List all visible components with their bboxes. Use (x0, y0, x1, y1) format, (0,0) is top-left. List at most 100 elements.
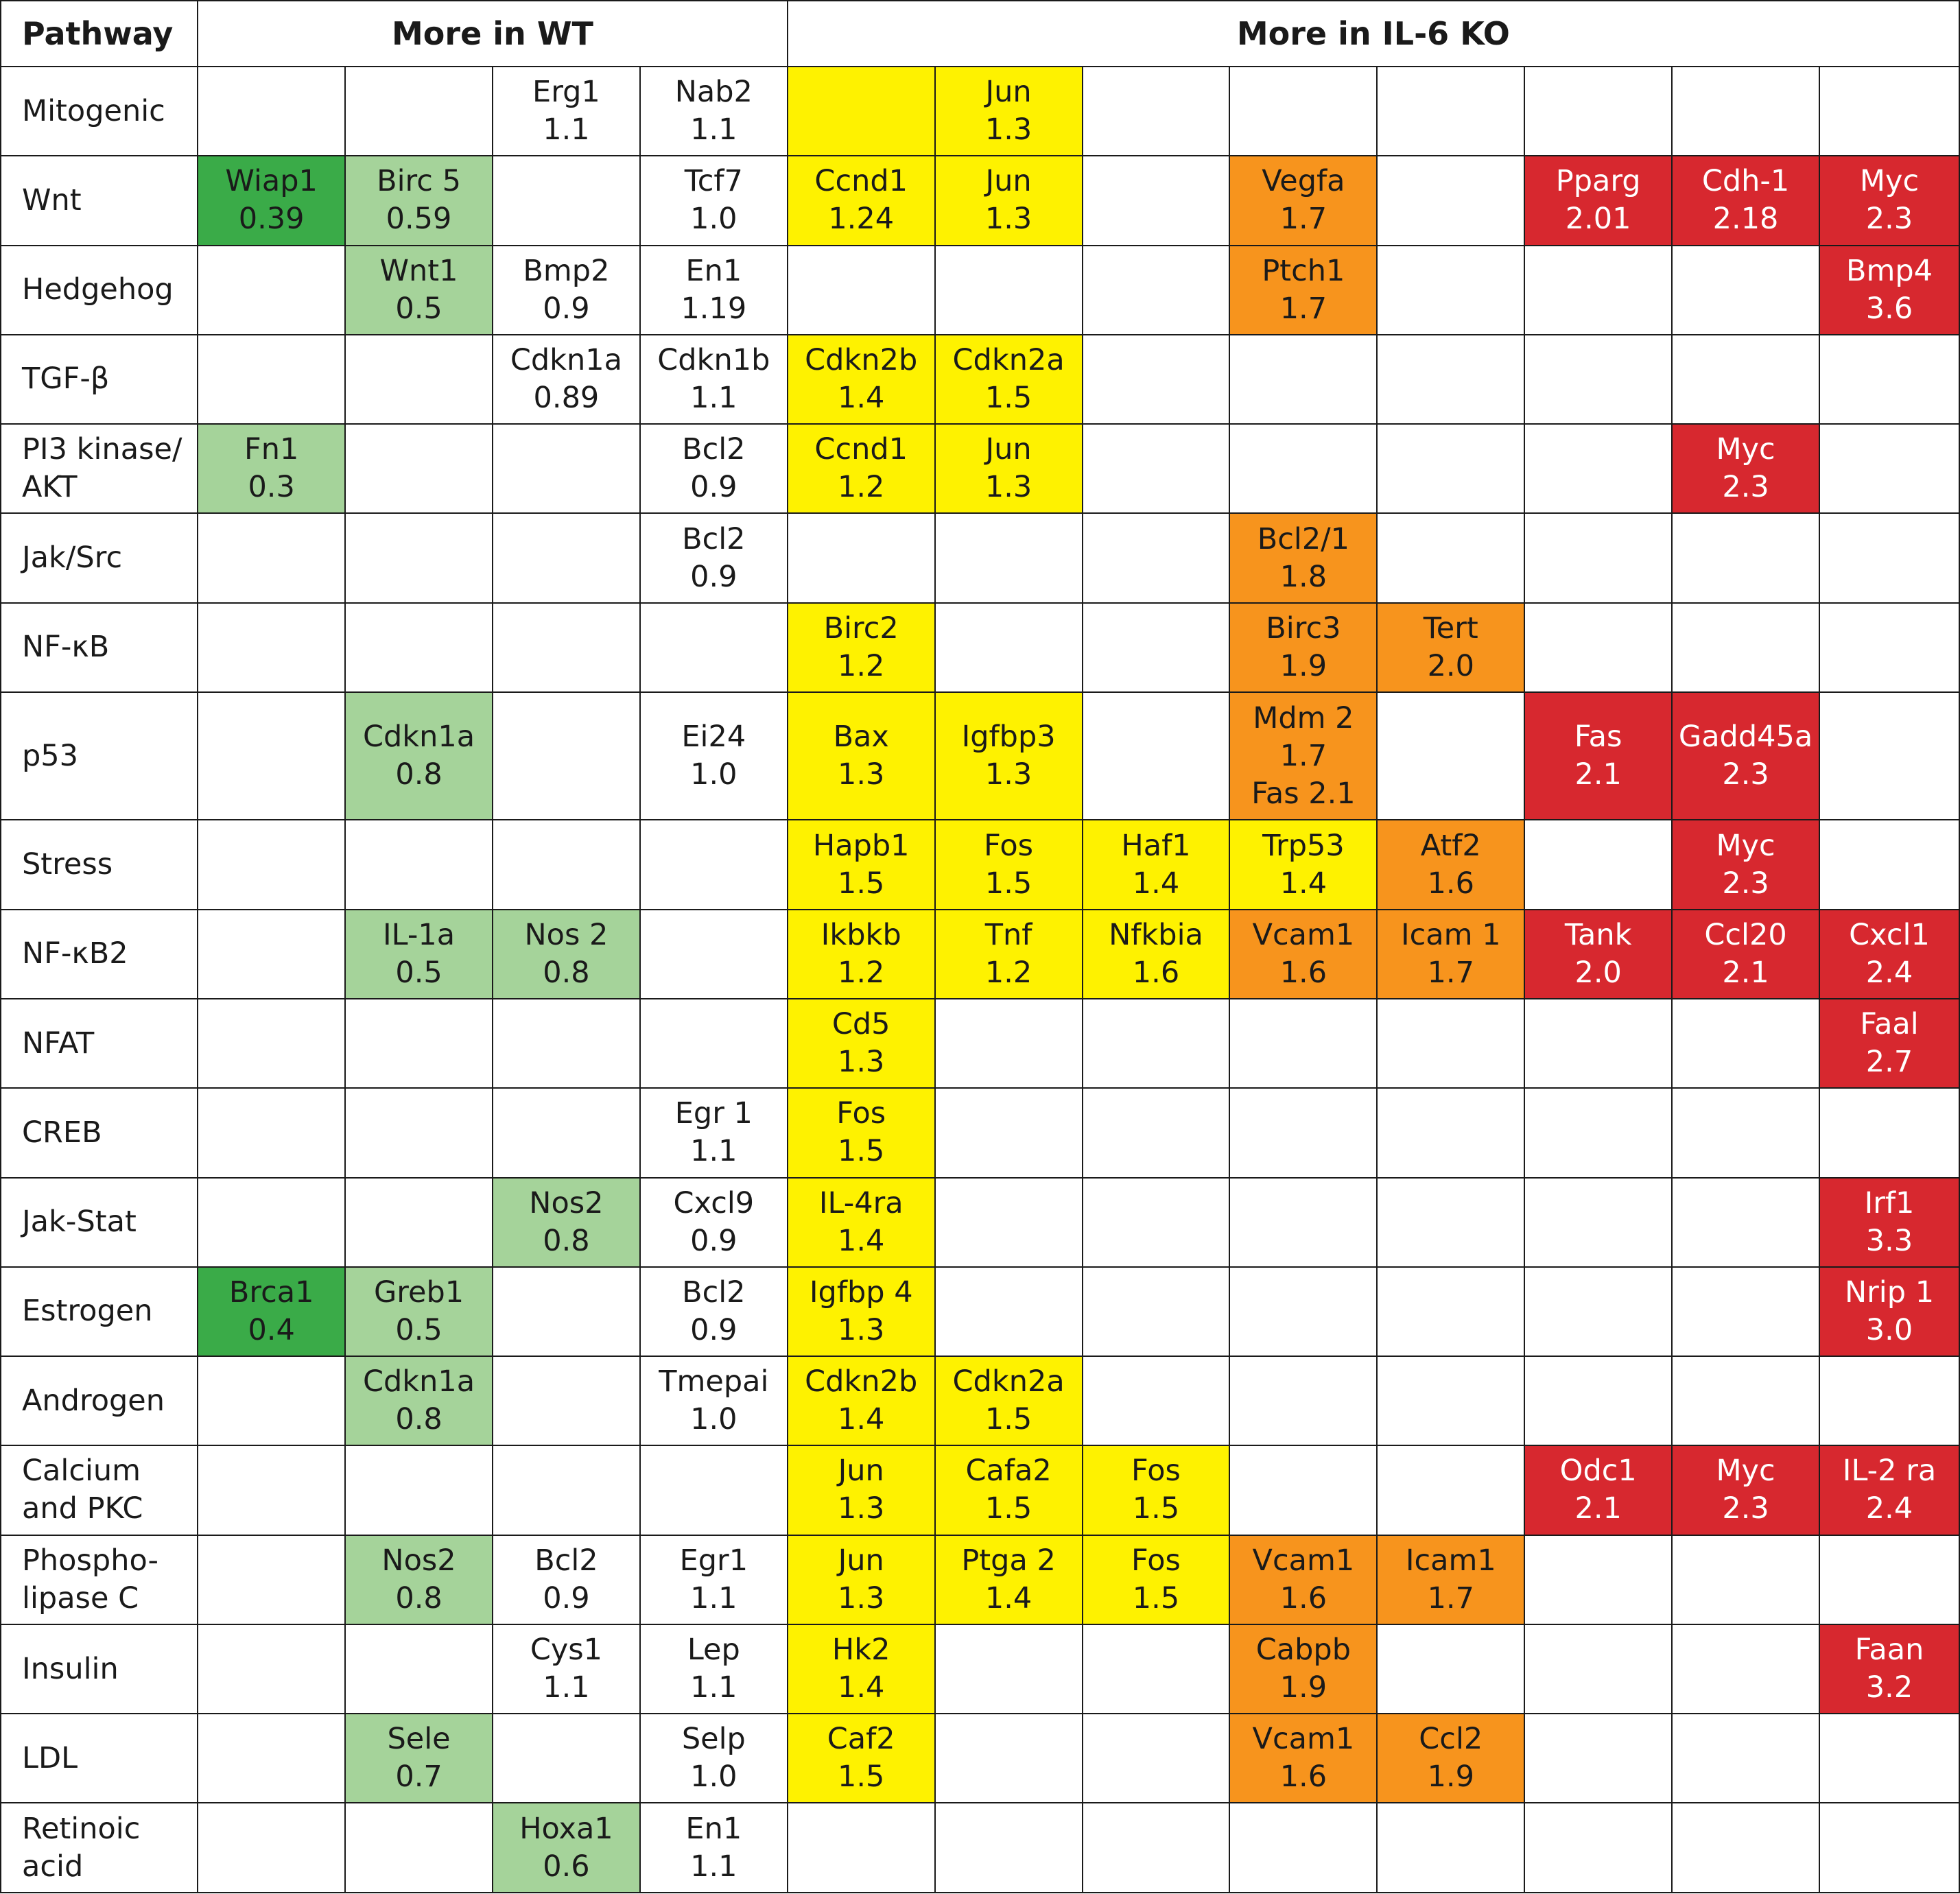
empty-cell (197, 1356, 346, 1447)
gene-cell: Cabpb 1.9 (1229, 1623, 1378, 1715)
gene-cell: Brca1 0.4 (197, 1266, 346, 1358)
empty-cell (1671, 602, 1820, 693)
empty-cell (1819, 1534, 1960, 1625)
gene-value: 2.3 (1865, 202, 1913, 237)
gene-value: 1.0 (690, 202, 737, 237)
gene-name: Wiap1 (225, 164, 318, 199)
gene-value: 1.9 (1427, 1760, 1474, 1795)
empty-cell (1524, 512, 1673, 604)
gene-cell: Ccnd1 1.2 (786, 423, 936, 514)
gene-cell: Myc 2.3 (1671, 819, 1820, 910)
gene-cell: Fos 1.5 (786, 1087, 936, 1179)
gene-value: 1.5 (838, 1134, 885, 1169)
table-row: PI3 kinase/AKT Fn1 0.3 Bcl2 0.9 Ccnd1 1.2 Jun 1.… (0, 423, 1960, 514)
gene-name: Haf1 (1121, 828, 1191, 863)
empty-cell (1229, 65, 1378, 157)
gene-name: Atf2 (1420, 828, 1481, 863)
gene-name: Trp53 (1262, 828, 1345, 863)
gene-value: 1.3 (838, 1491, 885, 1526)
gene-cell: Tmepai 1.0 (639, 1356, 788, 1447)
gene-name: Bmp4 (1845, 253, 1933, 288)
empty-cell (1376, 1266, 1526, 1358)
gene-cell: Cdkn2a 1.5 (934, 1356, 1083, 1447)
gene-cell: Hapb1 1.5 (786, 819, 936, 910)
pathway-name-line: lipase C (22, 1581, 139, 1615)
empty-cell (344, 819, 493, 910)
gene-cell: Trp53 1.4 (1229, 819, 1378, 910)
gene-cell: Igfbp3 1.3 (934, 691, 1083, 821)
pathway-name-cell: p53 (0, 691, 199, 821)
pathway-name-cell: NFAT (0, 997, 199, 1089)
gene-name: Ptga 2 (961, 1543, 1056, 1578)
gene-cell: Jun 1.3 (786, 1534, 936, 1625)
gene-value: 1.7 (1279, 291, 1327, 326)
table-row: NFAT Cd5 1.3 Faal 2.7 (0, 997, 1960, 1089)
table-row: Estrogen Brca1 0.4 Greb1 0.5 Bcl2 0.9 Igfbp 4 1.… (0, 1266, 1960, 1358)
empty-cell (786, 65, 936, 157)
pathway-name-cell: Wnt (0, 155, 199, 246)
gene-cell: Haf1 1.4 (1081, 819, 1231, 910)
empty-cell (1376, 1356, 1526, 1447)
gene-value: 3.3 (1865, 1223, 1913, 1258)
gene-cell: Fos 1.5 (1081, 1534, 1231, 1625)
empty-cell (197, 1445, 346, 1536)
gene-name: Fn1 (244, 432, 299, 467)
gene-cell: Irf1 3.3 (1819, 1176, 1960, 1268)
gene-value: 0.9 (543, 1581, 590, 1615)
gene-value: 1.4 (838, 380, 885, 415)
gene-value: 1.9 (1279, 648, 1327, 683)
gene-name: Nos2 (529, 1185, 604, 1220)
empty-cell (1376, 155, 1526, 246)
empty-cell (1671, 1713, 1820, 1804)
gene-value: 1.3 (984, 757, 1032, 792)
gene-value: 1.9 (1279, 1670, 1327, 1705)
gene-value: 2.1 (1574, 1491, 1622, 1526)
gene-name: Selp (681, 1722, 746, 1757)
gene-value: 0.5 (395, 955, 442, 990)
gene-cell: Selp 1.0 (639, 1713, 788, 1804)
empty-cell (1819, 1087, 1960, 1179)
gene-name: Ikbkb (820, 917, 901, 952)
pathway-name-cell: NF-κB2 (0, 908, 199, 999)
empty-cell (197, 333, 346, 425)
gene-name: Igfbp3 (961, 720, 1056, 755)
gene-value: 1.5 (1132, 1491, 1180, 1526)
empty-cell (1081, 423, 1231, 514)
gene-cell: IL-1a 0.5 (344, 908, 493, 999)
gene-name: Faan (1854, 1633, 1924, 1668)
empty-cell (1819, 512, 1960, 604)
empty-cell (197, 997, 346, 1089)
gene-cell: Cdkn2a 1.5 (934, 333, 1083, 425)
empty-cell (491, 1356, 641, 1447)
empty-cell (1524, 819, 1673, 910)
more-in-wt-header: More in WT (197, 0, 788, 67)
table-row: Insulin Cys1 1.1 Lep 1.1 Hk2 1.4 Cabpb 1.9 Faan 3.… (0, 1623, 1960, 1715)
gene-value: 1.0 (690, 1760, 737, 1795)
empty-cell (1376, 1445, 1526, 1536)
gene-name: Fos (836, 1096, 886, 1131)
empty-cell (344, 1623, 493, 1715)
gene-value: 3.0 (1865, 1312, 1913, 1347)
gene-name: Tcf7 (684, 164, 743, 199)
empty-cell (1524, 997, 1673, 1089)
gene-name: Nos 2 (524, 917, 609, 952)
pathway-name-cell: Insulin (0, 1623, 199, 1715)
gene-name: Nrip 1 (1844, 1275, 1935, 1310)
gene-value: 0.9 (690, 470, 737, 505)
pathway-name-line: NFAT (22, 1026, 95, 1061)
gene-value: 1.3 (984, 202, 1032, 237)
empty-cell (786, 1802, 936, 1893)
empty-cell (344, 65, 493, 157)
gene-value: 1.0 (690, 1402, 737, 1437)
gene-name: Fos (1131, 1454, 1181, 1489)
gene-name: Cdkn1a (510, 342, 623, 377)
pathway-name-line: Retinoic (22, 1811, 141, 1846)
gene-value: 2.3 (1722, 866, 1769, 901)
empty-cell (639, 602, 788, 693)
gene-name: Nab2 (674, 75, 753, 110)
gene-value: 1.1 (690, 1134, 737, 1169)
empty-cell (344, 1087, 493, 1179)
table-row: Jak/Src Bcl2 0.9 Bcl2/1 1.8 (0, 512, 1960, 604)
empty-cell (491, 691, 641, 821)
gene-cell: Ptch1 1.7 (1229, 244, 1378, 335)
